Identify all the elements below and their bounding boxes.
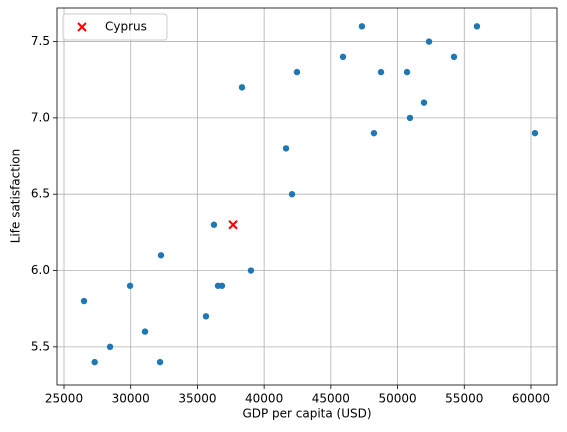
point [473, 23, 481, 30]
point [406, 114, 414, 122]
x-tick-label: 35000 [178, 392, 216, 406]
x-tick-label: 40000 [245, 392, 283, 406]
point [126, 282, 134, 289]
point [531, 129, 539, 137]
point [218, 282, 226, 289]
legend-box [62, 13, 168, 41]
point [156, 358, 164, 366]
point [202, 313, 210, 320]
point [425, 38, 433, 45]
point [247, 267, 255, 274]
point [293, 68, 301, 76]
x-tick-label: 60000 [512, 392, 550, 406]
x-tick-label: 45000 [312, 392, 350, 406]
point [228, 220, 238, 230]
x-axis-label: GDP per capita (USD) [242, 407, 371, 421]
point [157, 252, 165, 259]
y-tick-label: 6.0 [31, 263, 50, 277]
point [210, 221, 218, 228]
point [80, 297, 88, 305]
point [238, 84, 246, 91]
point [339, 53, 347, 61]
legend-marker [77, 22, 87, 32]
point [141, 328, 149, 335]
y-tick-label: 6.5 [31, 187, 50, 201]
point [91, 358, 98, 366]
legend-label: Cyprus [105, 20, 147, 34]
point [450, 53, 458, 61]
y-tick-label: 7.5 [31, 34, 50, 48]
point [288, 191, 296, 198]
plot-frame [56, 7, 558, 386]
point [377, 68, 385, 76]
point [420, 99, 428, 106]
point [106, 343, 114, 351]
x-tick-label: 30000 [112, 392, 150, 406]
x-tick-label: 50000 [378, 392, 416, 406]
x-tick-label: 55000 [445, 392, 483, 406]
point [403, 68, 411, 76]
x-tick-label: 25000 [45, 392, 83, 406]
y-tick-label: 7.0 [31, 110, 50, 124]
y-axis-label: Life satisfaction [9, 149, 23, 244]
point [282, 145, 290, 152]
y-tick-label: 5.5 [31, 339, 50, 353]
point [370, 129, 378, 137]
point [358, 23, 366, 30]
